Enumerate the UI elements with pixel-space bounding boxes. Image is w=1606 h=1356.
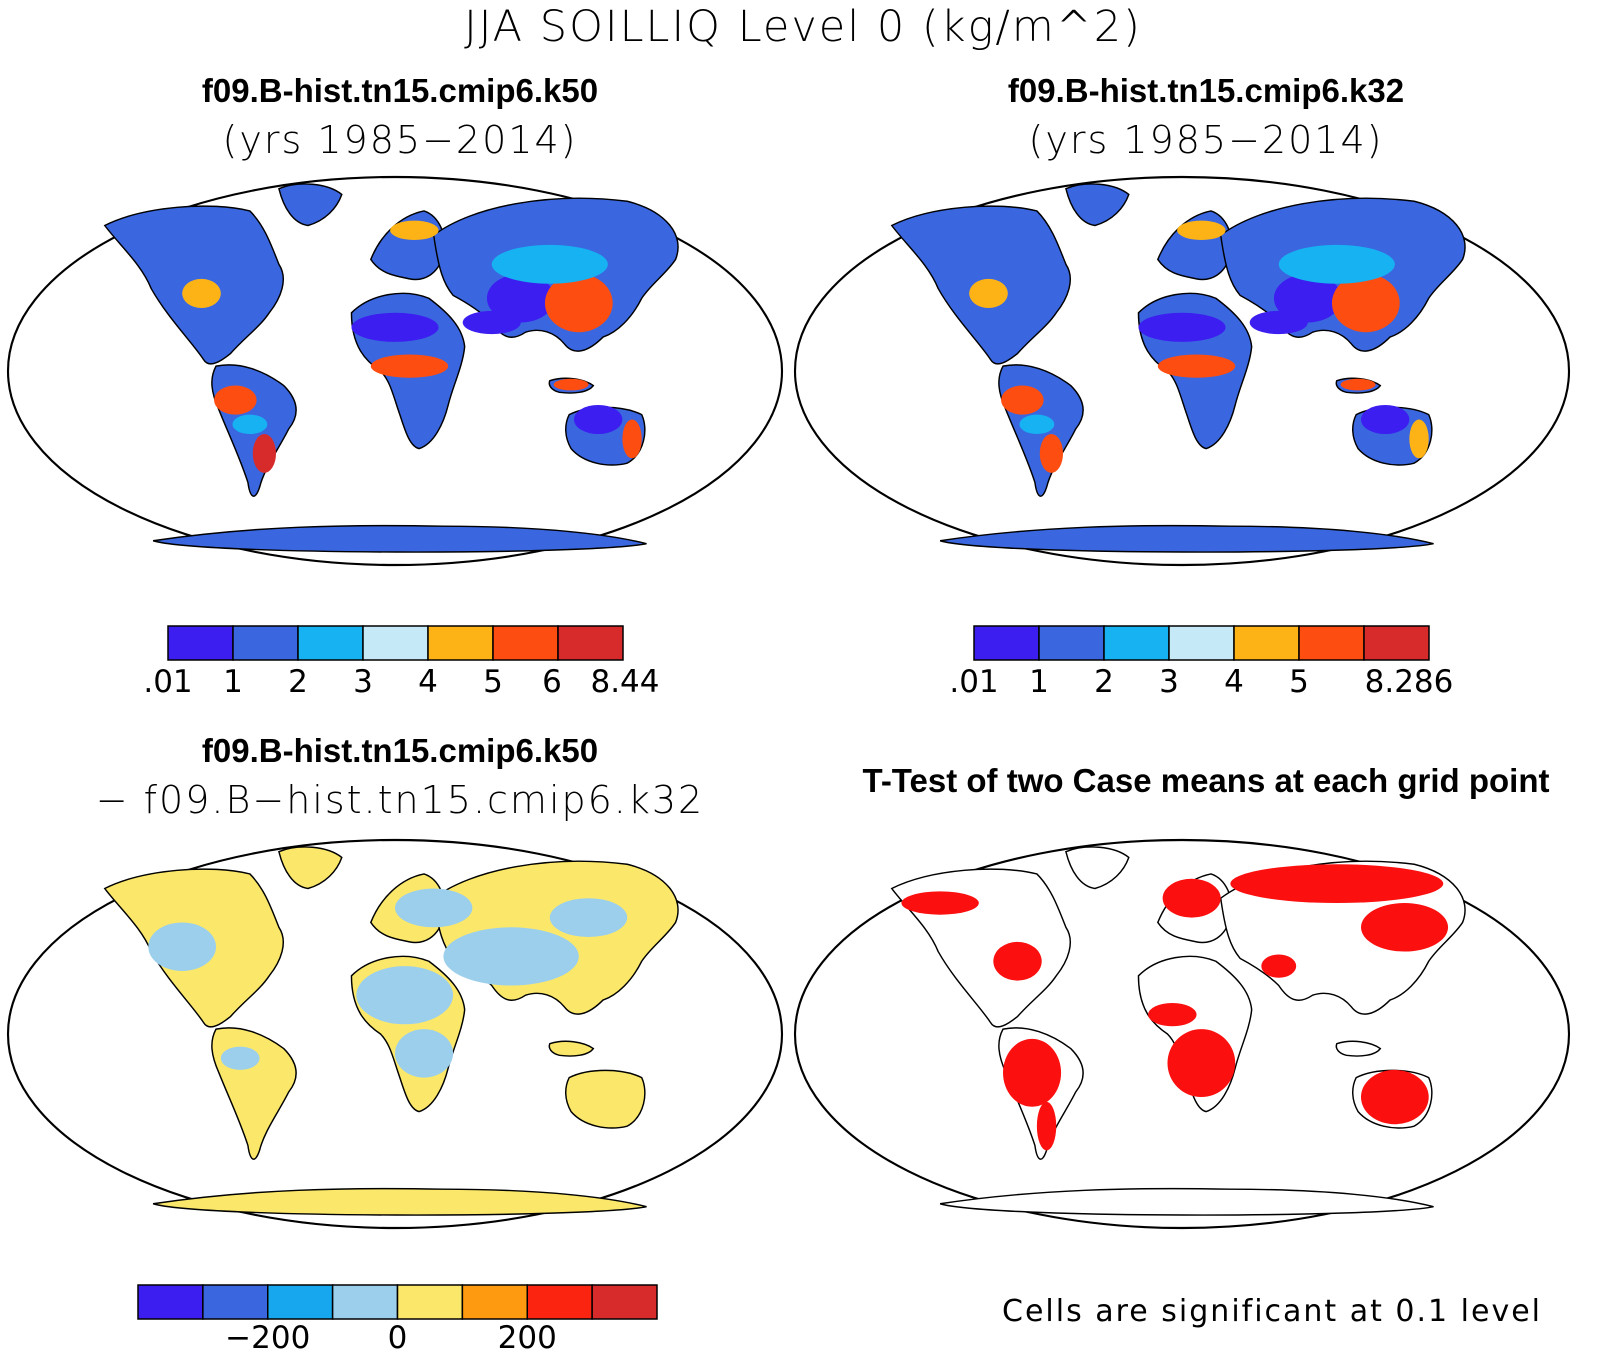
colorbar-diff-tick-label: 0 (387, 1320, 408, 1356)
colorbar-diff (137, 1284, 658, 1320)
figure-title: JJA SOILLIQ Level 0 (kg/m^2) (464, 2, 1142, 52)
colorbar-k50-tick-label: 5 (483, 664, 503, 700)
colorbar-k50-tick-label: 8.44 (590, 664, 660, 700)
k50-colorbar-box-6 (557, 625, 624, 661)
k50-colorbar-box-1 (232, 625, 299, 661)
significant-cells (901, 864, 1449, 1151)
map-k32 (793, 175, 1571, 567)
panel-ttest-title: T-Test of two Case means at each grid po… (862, 762, 1550, 799)
k32-field-patches (969, 220, 1429, 473)
colorbar-k32-tick-label: 4 (1224, 664, 1244, 700)
colorbar-k50-tick-label: 1 (223, 664, 243, 700)
panel-k32-title: f09.B-hist.tn15.cmip6.k32 (1007, 72, 1405, 109)
panel-k32-subtitle: (yrs 1985−2014) (1028, 118, 1384, 162)
k32-colorbar-box-5 (1298, 625, 1365, 661)
diff-colorbar-box-2 (267, 1284, 334, 1320)
colorbar-k50-tick-label: 3 (353, 664, 373, 700)
k32-colorbar-box-3 (1168, 625, 1235, 661)
colorbar-k32-tick-label: 2 (1094, 664, 1114, 700)
colorbar-k50-tick-label: .01 (143, 664, 193, 700)
colorbar-k50-tick-label: 6 (542, 664, 562, 700)
k50-field-patches (182, 220, 642, 473)
colorbar-k32-tick-label: .01 (949, 664, 999, 700)
colorbar-k50-tick-label: 2 (288, 664, 308, 700)
colorbar-diff-tick-label: −200 (225, 1320, 311, 1356)
panel-diff-title: f09.B-hist.tn15.cmip6.k50 (201, 732, 599, 769)
k50-colorbar-box-2 (297, 625, 364, 661)
k32-colorbar-box-2 (1103, 625, 1170, 661)
map-k50 (6, 175, 784, 567)
colorbar-k50 (167, 625, 624, 661)
colorbar-k32 (973, 625, 1430, 661)
diff-colorbar-box-5 (461, 1284, 528, 1320)
colorbar-diff-tick-label: 200 (497, 1320, 557, 1356)
diff-colorbar-box-3 (331, 1284, 399, 1320)
diff-colorbar-box-0 (137, 1284, 204, 1320)
colorbar-k32-tick-label: 1 (1029, 664, 1049, 700)
k32-colorbar-box-0 (973, 625, 1040, 661)
k50-colorbar-box-0 (167, 625, 234, 661)
map-ttest (793, 838, 1571, 1230)
panel-diff-subtitle: − f09.B−hist.tn15.cmip6.k32 (95, 778, 705, 822)
colorbar-k32-tick-label: 5 (1289, 664, 1309, 700)
colorbar-k32-tick-label: 8.286 (1364, 664, 1454, 700)
k50-colorbar-box-3 (362, 625, 429, 661)
k50-colorbar-box-5 (492, 625, 559, 661)
diff-colorbar-box-6 (526, 1284, 593, 1320)
panel-k50-subtitle: (yrs 1985−2014) (222, 118, 578, 162)
panel-k50-title: f09.B-hist.tn15.cmip6.k50 (201, 72, 599, 109)
diff-field-patches (148, 888, 628, 1078)
k32-colorbar-box-6 (1363, 625, 1430, 661)
diff-colorbar-box-1 (202, 1284, 269, 1320)
k32-colorbar-box-4 (1233, 625, 1300, 661)
colorbar-k32-tick-label: 3 (1159, 664, 1179, 700)
k32-colorbar-box-1 (1038, 625, 1105, 661)
map-diff (6, 838, 784, 1230)
significance-note: Cells are significant at 0.1 level (1002, 1294, 1543, 1329)
diff-colorbar-box-4 (396, 1284, 464, 1320)
diff-colorbar-box-7 (591, 1284, 658, 1320)
colorbar-k50-tick-label: 4 (418, 664, 438, 700)
k50-colorbar-box-4 (427, 625, 494, 661)
